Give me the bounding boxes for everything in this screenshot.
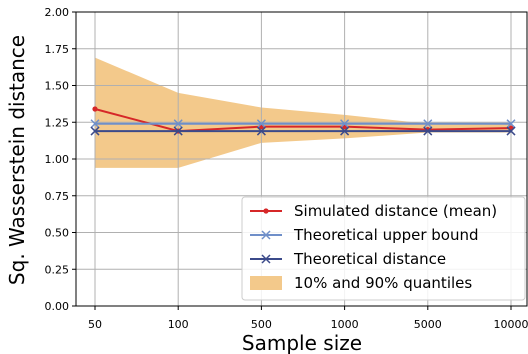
series-point — [506, 126, 516, 136]
legend: Simulated distance (mean) Theoretical upp… — [241, 196, 526, 301]
legend-marker — [261, 254, 271, 264]
legend-label: 10% and 90% quantiles — [294, 274, 472, 292]
y-tick-label: 1.00 — [45, 153, 70, 166]
series-line — [94, 108, 512, 133]
legend-label: Theoretical distance — [293, 250, 446, 268]
legend-swatch — [250, 276, 282, 290]
series-point — [173, 119, 183, 129]
x-tick-label: 500 — [251, 318, 272, 331]
series-point — [340, 126, 350, 136]
series-point — [340, 119, 350, 129]
y-tick-label: 0.00 — [45, 300, 70, 313]
y-tick-label: 0.25 — [45, 263, 70, 276]
y-axis-label: Sq. Wasserstein distance — [5, 35, 29, 285]
legend-marker — [263, 208, 269, 214]
y-tick-label: 0.75 — [45, 190, 70, 203]
series-point — [423, 119, 433, 129]
x-tick-label: 10000 — [494, 318, 528, 331]
series-point — [423, 126, 433, 136]
legend-box — [241, 196, 526, 301]
series-point — [90, 119, 100, 129]
legend-label: Theoretical upper bound — [293, 226, 479, 244]
series-point — [256, 119, 266, 129]
x-tick-label: 1000 — [331, 318, 359, 331]
y-tick-label: 1.50 — [45, 80, 70, 93]
x-axis-label: Sample size — [242, 331, 362, 354]
quantile-band — [95, 57, 511, 168]
series-point — [256, 126, 266, 136]
quantile-band-layer — [95, 57, 511, 168]
x-tick-label: 50 — [88, 318, 102, 331]
x-tick-label: 100 — [168, 318, 189, 331]
axis-layer: 0.00 0.25 0.50 0.75 1.00 1.25 1.50 1.75 2.00 50 10… — [45, 6, 528, 331]
legend-label: Simulated distance (mean) — [294, 202, 497, 220]
x-tick-label: 5000 — [414, 318, 442, 331]
legend-marker — [261, 230, 271, 240]
series-point — [90, 126, 100, 136]
y-tick-label: 2.00 — [45, 6, 70, 19]
series-layer — [90, 106, 516, 136]
series-point — [506, 119, 516, 129]
y-tick-label: 1.75 — [45, 43, 70, 56]
series-point — [92, 106, 98, 112]
series-point — [173, 126, 183, 136]
y-tick-label: 1.25 — [45, 116, 70, 129]
y-tick-label: 0.50 — [45, 227, 70, 240]
